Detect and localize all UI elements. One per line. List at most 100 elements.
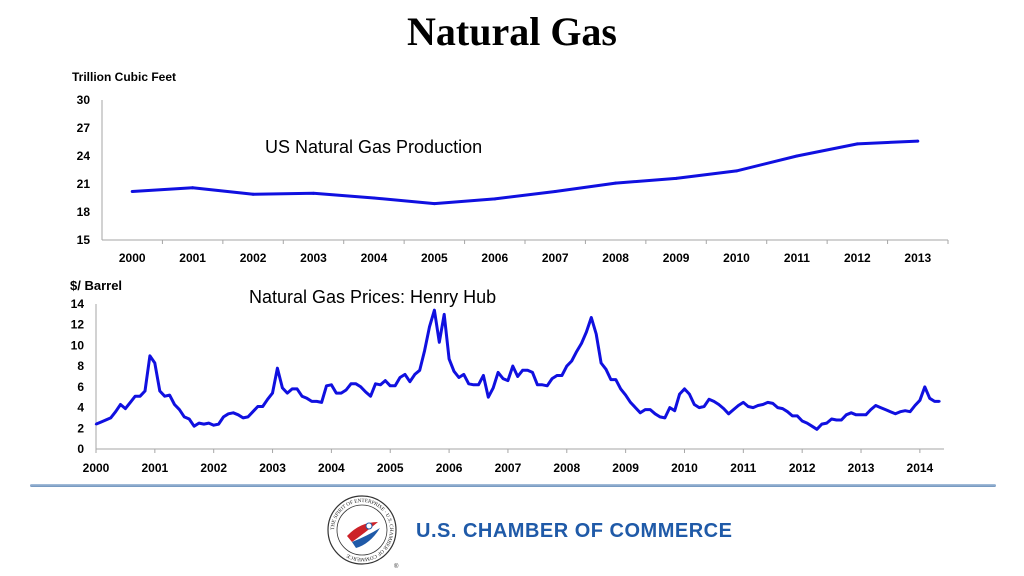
price-data-point [183, 415, 186, 419]
price-y-tick-label: 4 [77, 401, 84, 415]
price-data-point [918, 399, 922, 402]
price-data-point [418, 369, 421, 372]
price-data-point [99, 420, 103, 424]
price-data-point [810, 425, 814, 428]
price-data-point [864, 413, 868, 417]
price-series-line [95, 308, 940, 431]
price-data-point [143, 389, 147, 393]
price-x-tick-label: 2007 [495, 461, 522, 475]
price-data-point [187, 417, 191, 421]
price-x-tick-label: 2009 [612, 461, 639, 475]
price-data-point [884, 408, 887, 411]
price-data-point [766, 401, 770, 404]
price-data-point [315, 400, 318, 403]
price-data-point [197, 421, 201, 425]
price-data-point [300, 394, 304, 398]
price-data-point [290, 387, 294, 391]
price-data-point [840, 418, 843, 422]
price-data-point [521, 369, 524, 372]
production-data-point [130, 189, 134, 193]
price-data-point [747, 405, 750, 408]
price-data-point [114, 410, 117, 413]
price-data-point [129, 401, 132, 404]
price-data-point [281, 386, 284, 390]
price-data-point [104, 418, 108, 422]
price-data-point [119, 403, 122, 406]
price-data-point [683, 387, 686, 391]
price-data-point [369, 394, 372, 398]
price-data-point [712, 400, 716, 403]
price-data-point [389, 384, 392, 388]
production-x-tick-label: 2005 [421, 251, 448, 265]
price-data-point [163, 394, 166, 398]
price-data-point [653, 412, 657, 415]
price-data-point [658, 415, 662, 419]
price-y-tick-label: 2 [77, 421, 84, 435]
price-x-tick-label: 2003 [259, 461, 286, 475]
price-data-point [536, 383, 539, 386]
price-data-point [805, 421, 809, 425]
price-data-point [933, 400, 936, 403]
price-data-point [413, 373, 416, 376]
price-data-point [472, 383, 475, 386]
production-chart: Trillion Cubic Feet US Natural Gas Produ… [72, 70, 949, 265]
price-data-point [835, 418, 838, 422]
production-data-point [674, 176, 678, 180]
price-x-tick-label: 2008 [553, 461, 580, 475]
price-data-point [727, 412, 730, 415]
price-data-point [516, 375, 519, 378]
production-data-point [735, 169, 738, 173]
production-data-point [553, 189, 557, 193]
price-data-point [408, 380, 412, 383]
price-data-point [614, 378, 618, 381]
price-data-point [251, 410, 255, 413]
price-x-tick-label: 2012 [789, 461, 816, 475]
price-x-tick-label: 2010 [671, 461, 698, 475]
price-data-point [820, 422, 823, 426]
price-data-point [609, 378, 613, 381]
price-data-point [320, 401, 323, 404]
price-data-point [340, 391, 343, 395]
price-data-point [482, 374, 485, 377]
price-data-point [428, 325, 431, 328]
price-data-point [776, 406, 779, 409]
price-data-point [737, 404, 740, 407]
production-data-point [372, 196, 376, 200]
price-data-point [874, 404, 877, 407]
price-data-point [447, 357, 451, 361]
price-data-point [467, 382, 470, 385]
price-data-point [452, 370, 456, 373]
price-data-point [697, 406, 701, 409]
price-data-point [438, 341, 441, 344]
price-data-point [693, 403, 696, 406]
price-data-point [894, 412, 897, 415]
production-y-tick-label: 27 [77, 121, 91, 135]
price-data-point [511, 364, 515, 368]
production-x-tick-label: 2008 [602, 251, 629, 265]
production-y-tick-label: 21 [77, 177, 91, 191]
production-x-tick-label: 2013 [904, 251, 931, 265]
price-data-point [335, 391, 338, 395]
footer-divider [30, 484, 996, 487]
price-data-point [928, 397, 931, 400]
price-data-point [791, 414, 794, 418]
price-data-point [94, 422, 98, 426]
price-data-point [359, 385, 363, 389]
production-x-tick-label: 2006 [481, 251, 508, 265]
price-data-point [305, 397, 309, 400]
production-x-tick-label: 2009 [663, 251, 690, 265]
price-data-point [138, 394, 142, 398]
price-data-point [492, 386, 495, 390]
price-data-point [207, 421, 210, 425]
price-data-point [124, 407, 127, 410]
price-data-point [168, 393, 171, 397]
price-data-point [423, 349, 426, 352]
price-data-point [246, 415, 250, 419]
price-data-point [624, 393, 627, 397]
production-x-tick-label: 2007 [542, 251, 569, 265]
price-data-point [815, 428, 819, 431]
price-data-point [276, 367, 279, 370]
price-y-tick-label: 6 [77, 380, 84, 394]
production-data-point [855, 142, 859, 146]
price-data-point [570, 359, 573, 363]
